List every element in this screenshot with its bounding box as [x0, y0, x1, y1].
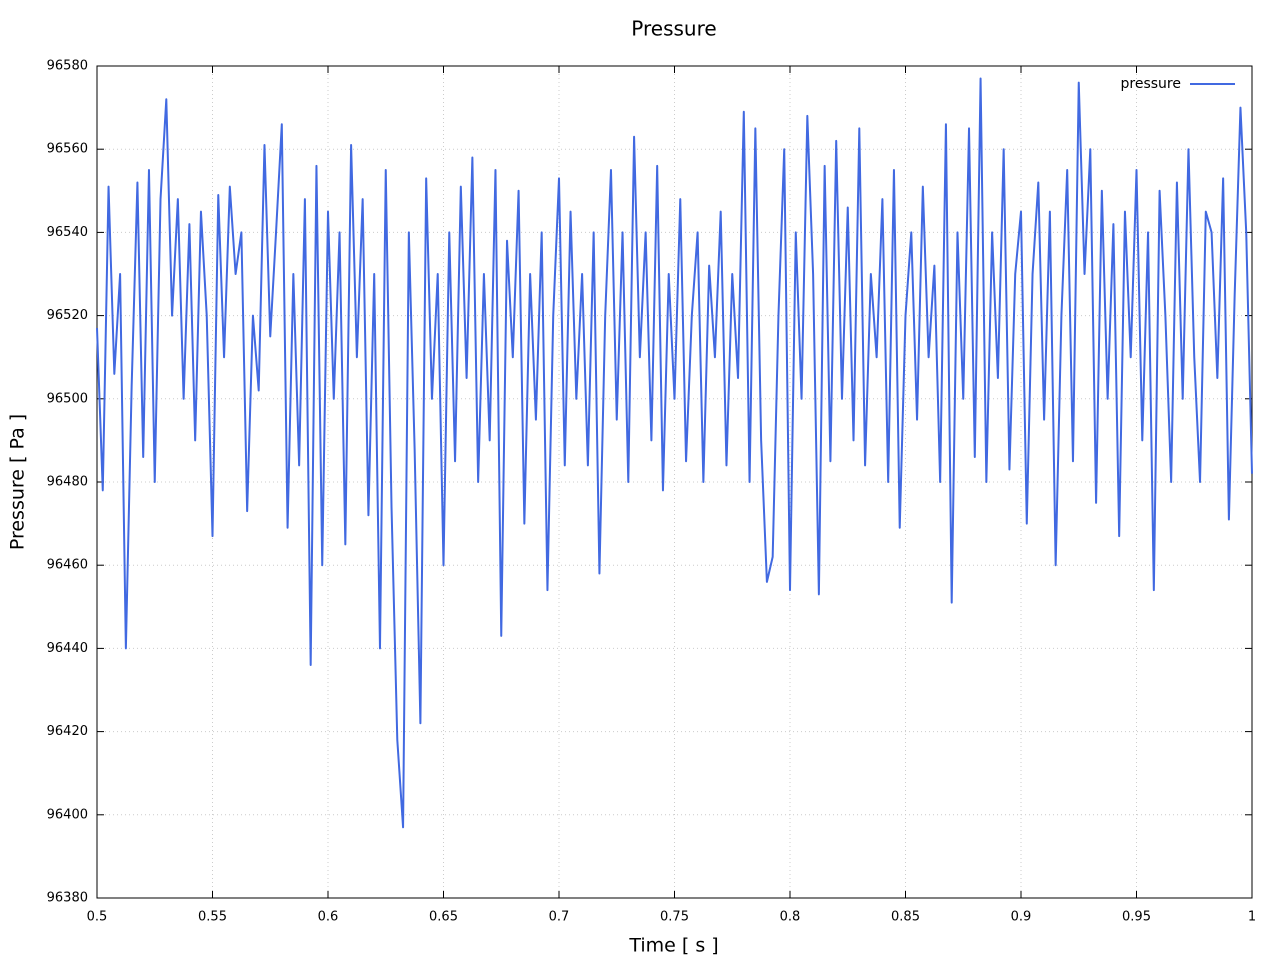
- y-tick-label: 96560: [47, 142, 88, 157]
- y-tick-label: 96580: [47, 59, 88, 74]
- data-line: [96, 77, 1253, 829]
- x-tick-label: 0.9: [1011, 910, 1032, 925]
- y-axis-label: Pressure [ Pa ]: [7, 414, 29, 550]
- x-tick-label: 0.5: [87, 910, 108, 925]
- y-tick-label: 96400: [47, 807, 88, 822]
- y-tick-label: 96440: [47, 641, 88, 656]
- x-tick-label: 0.6: [318, 910, 339, 925]
- x-axis-label: Time [ s ]: [628, 935, 718, 957]
- y-tick-label: 96380: [47, 891, 88, 906]
- y-tick-label: 96520: [47, 308, 88, 323]
- chart-title: Pressure: [631, 17, 716, 41]
- y-tick-label: 96480: [47, 475, 88, 490]
- x-tick-label: 0.8: [780, 910, 801, 925]
- x-tick-label: 0.85: [891, 910, 920, 925]
- x-tick-label: 0.75: [660, 910, 689, 925]
- x-tick-label: 1: [1248, 910, 1256, 925]
- y-tick-label: 96540: [47, 225, 88, 240]
- legend-label: pressure: [1121, 76, 1181, 92]
- x-tick-label: 0.55: [198, 910, 227, 925]
- x-tick-label: 0.7: [549, 910, 570, 925]
- y-tick-label: 96420: [47, 724, 88, 739]
- x-tick-label: 0.95: [1122, 910, 1151, 925]
- y-tick-label: 96460: [47, 558, 88, 573]
- plot-frame: [96, 65, 1253, 899]
- x-tick-label: 0.65: [429, 910, 458, 925]
- y-tick-label: 96500: [47, 391, 88, 406]
